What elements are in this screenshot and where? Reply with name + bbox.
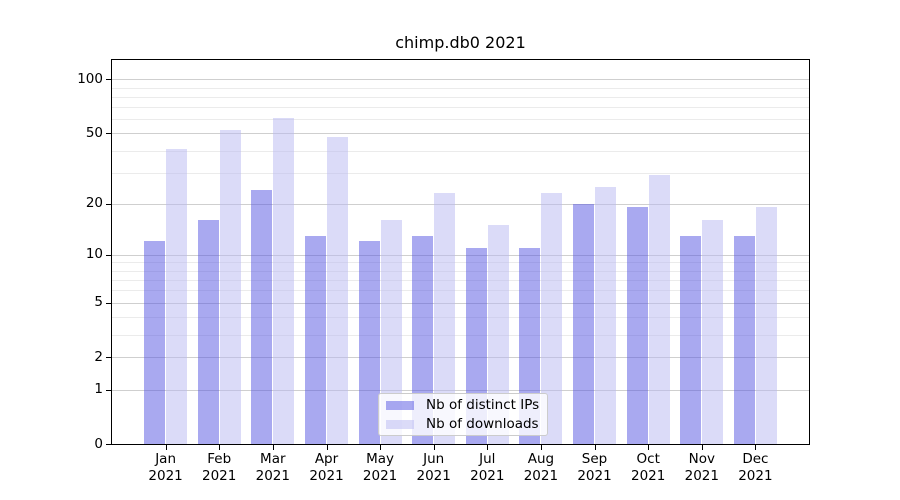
x-tick-mark: [648, 445, 650, 450]
x-tick-mark: [433, 445, 435, 450]
y-tick-mark: [106, 79, 111, 81]
x-tick-label: Aug 2021: [523, 451, 559, 484]
y-tick-mark: [106, 389, 111, 391]
x-tick-label: Nov 2021: [684, 451, 719, 484]
bar-downloads: [380, 220, 402, 444]
x-tick-label: Oct 2021: [631, 451, 666, 484]
major-gridline: [112, 302, 809, 304]
x-tick-mark: [755, 445, 757, 450]
y-tick-mark: [106, 302, 111, 304]
bar-downloads: [648, 175, 670, 444]
bar-downloads: [755, 207, 777, 444]
x-tick-label: Jun 2021: [416, 451, 451, 484]
x-tick-mark: [165, 445, 167, 450]
minor-gridline: [112, 172, 809, 174]
x-tick-label: Sep 2021: [577, 451, 612, 484]
bar-downloads: [219, 130, 241, 444]
legend-label: Nb of downloads: [426, 415, 539, 432]
bar-downloads: [273, 117, 295, 444]
legend-swatch: [386, 400, 414, 410]
y-tick-label: 100: [77, 70, 103, 87]
major-gridline: [112, 357, 809, 359]
bar-distinct-ips: [197, 220, 219, 444]
y-tick-label: 50: [85, 124, 103, 141]
y-tick-label: 1: [94, 381, 103, 397]
x-tick-label: Dec 2021: [738, 451, 773, 484]
major-gridline: [112, 389, 809, 391]
minor-gridline: [112, 150, 809, 152]
x-tick-mark: [540, 445, 542, 450]
minor-gridline: [112, 270, 809, 272]
x-tick-label: Feb 2021: [202, 451, 237, 484]
x-tick-mark: [594, 445, 596, 450]
y-tick-mark: [106, 357, 111, 359]
minor-gridline: [112, 107, 809, 109]
x-tick-label: Apr 2021: [309, 451, 344, 484]
bar-downloads: [434, 192, 456, 444]
x-tick-mark: [487, 445, 489, 450]
bar-distinct-ips: [733, 235, 755, 444]
major-gridline: [112, 79, 809, 81]
bar-distinct-ips: [573, 203, 594, 444]
bar-downloads: [702, 220, 724, 444]
x-tick-mark: [219, 445, 221, 450]
y-tick-label: 10: [85, 246, 103, 263]
y-tick-label: 2: [94, 348, 103, 365]
y-tick-label: 0: [94, 435, 103, 452]
minor-gridline: [112, 262, 809, 264]
chart-title: chimp.db0 2021: [395, 33, 526, 52]
minor-gridline: [112, 317, 809, 318]
bar-downloads: [595, 186, 616, 444]
bar-distinct-ips: [305, 235, 326, 444]
minor-gridline: [112, 96, 809, 98]
x-tick-mark: [272, 445, 274, 450]
x-tick-label: Mar 2021: [255, 451, 290, 484]
bar-distinct-ips: [412, 235, 434, 444]
x-tick-label: Jul 2021: [470, 451, 505, 484]
x-tick-label: May 2021: [362, 451, 398, 484]
x-tick-mark: [701, 445, 703, 450]
bar-distinct-ips: [251, 189, 273, 444]
bar-distinct-ips: [626, 207, 648, 444]
bar-downloads: [487, 225, 509, 444]
legend-item: Nb of distinct IPs: [386, 397, 540, 414]
minor-gridline: [112, 119, 809, 121]
minor-gridline: [112, 279, 809, 281]
y-tick-mark: [106, 203, 111, 205]
x-tick-mark: [326, 445, 328, 450]
bar-downloads: [166, 148, 188, 444]
major-gridline: [112, 133, 809, 135]
major-gridline: [112, 203, 809, 205]
minor-gridline: [112, 290, 809, 292]
plot-area: [111, 59, 810, 445]
y-tick-mark: [106, 133, 111, 135]
y-tick-label: 20: [85, 195, 103, 211]
legend-item: Nb of downloads: [386, 416, 540, 433]
minor-gridline: [112, 334, 809, 336]
y-tick-mark: [106, 444, 111, 445]
legend: Nb of distinct IPs Nb of downloads: [378, 393, 548, 436]
y-tick-mark: [106, 254, 111, 256]
bar-distinct-ips: [144, 241, 166, 444]
bar-downloads: [541, 192, 563, 444]
bar-distinct-ips: [680, 235, 702, 444]
legend-swatch: [386, 419, 414, 429]
bar-downloads: [327, 136, 348, 444]
major-gridline: [112, 254, 809, 256]
x-tick-label: Jan 2021: [148, 451, 183, 484]
bar-distinct-ips: [358, 241, 380, 444]
legend-label: Nb of distinct IPs: [426, 396, 540, 413]
minor-gridline: [112, 87, 809, 89]
y-tick-label: 5: [94, 294, 103, 311]
x-tick-mark: [380, 445, 382, 450]
